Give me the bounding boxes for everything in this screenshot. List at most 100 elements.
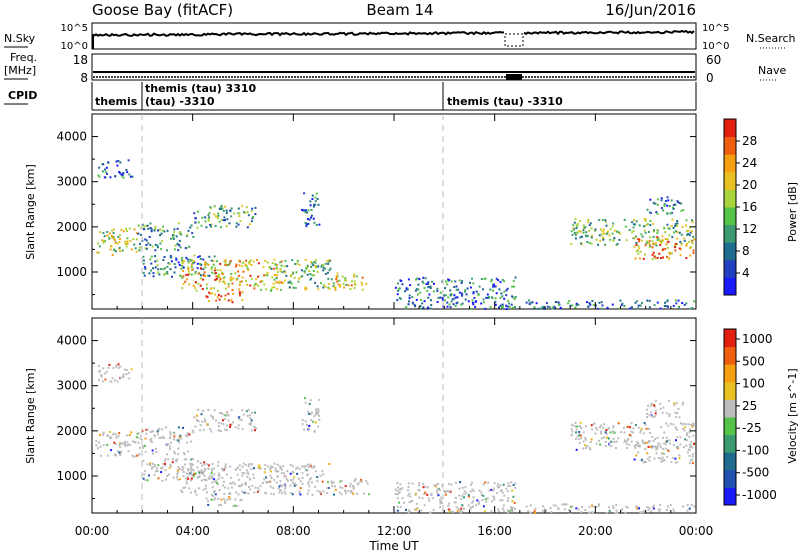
data-cell [188, 487, 191, 490]
data-cell [652, 504, 655, 507]
data-cell [499, 304, 502, 307]
data-cell [494, 285, 497, 288]
freq-frame [91, 53, 697, 81]
data-cell [674, 299, 677, 302]
data-cell [251, 207, 254, 210]
data-cell [634, 301, 637, 304]
data-cell [316, 476, 319, 479]
data-cell [613, 512, 616, 515]
data-cell [472, 490, 475, 492]
data-cell [612, 437, 615, 440]
data-cell [304, 286, 307, 289]
data-cell [232, 292, 235, 295]
data-cell [208, 255, 211, 258]
data-cell [209, 206, 212, 209]
data-cell [668, 234, 671, 237]
data-cell [213, 269, 216, 272]
x-tick-label: 12:00 [377, 524, 412, 538]
data-cell [142, 459, 145, 462]
data-cell [289, 472, 292, 475]
data-cell [511, 295, 514, 298]
data-cell [347, 490, 350, 492]
data-cell [221, 207, 224, 210]
data-cell [228, 263, 231, 266]
data-cell [217, 293, 220, 296]
data-cell [274, 263, 277, 266]
data-cell [295, 467, 298, 470]
data-cell [264, 491, 267, 494]
data-cell [125, 227, 127, 230]
data-cell [578, 220, 581, 223]
data-cell [594, 304, 597, 307]
data-cell [205, 479, 208, 482]
data-cell [149, 431, 152, 433]
data-cell [207, 476, 210, 479]
data-cell [588, 224, 591, 227]
data-cell [126, 240, 129, 243]
data-cell [244, 211, 247, 214]
data-cell [607, 230, 609, 233]
data-cell [512, 296, 515, 299]
data-cell [671, 218, 674, 221]
data-cell [571, 304, 574, 307]
data-cell [180, 233, 183, 236]
data-cell [648, 427, 650, 430]
data-cell [230, 476, 233, 479]
data-cell [187, 266, 190, 269]
data-cell [220, 498, 223, 501]
data-cell [248, 223, 251, 226]
data-cell [276, 475, 279, 478]
data-cell [269, 468, 271, 471]
data-cell [400, 280, 403, 282]
data-cell [116, 380, 119, 383]
data-cell [306, 474, 309, 477]
data-cell [214, 497, 216, 500]
data-cell [595, 238, 598, 241]
data-cell [660, 197, 663, 200]
data-cell [459, 512, 462, 514]
data-cell [115, 365, 118, 368]
data-cell [590, 438, 593, 441]
data-cell [418, 484, 420, 487]
data-cell [656, 231, 659, 234]
data-cell [102, 367, 105, 370]
data-cell [184, 280, 187, 283]
data-cell [284, 485, 287, 488]
data-cell [503, 494, 506, 497]
data-cell [612, 222, 615, 225]
data-cell [268, 266, 271, 269]
data-cell [426, 289, 429, 292]
data-cell [572, 424, 575, 427]
data-cell [275, 266, 278, 269]
data-cell [252, 216, 254, 218]
data-cell [678, 416, 681, 419]
data-cell [153, 474, 156, 477]
data-cell [136, 432, 139, 435]
data-cell [301, 482, 304, 485]
data-cell [452, 303, 455, 306]
data-cell [213, 213, 216, 216]
data-cell [296, 472, 299, 475]
data-cell [113, 441, 116, 444]
data-cell [598, 234, 601, 237]
data-cell [418, 496, 421, 499]
data-cell [209, 287, 212, 290]
data-cell [213, 498, 216, 501]
data-cell [649, 236, 651, 239]
data-cell [648, 506, 651, 509]
data-cell [472, 303, 475, 306]
data-cell [234, 498, 237, 501]
data-cell [509, 506, 512, 509]
data-cell [312, 205, 315, 208]
data-cell [248, 422, 251, 425]
data-cell [230, 482, 233, 485]
data-cell [126, 171, 129, 174]
data-cell [396, 493, 399, 496]
data-cell [457, 507, 460, 510]
y-tick-label: 1000 [56, 469, 87, 483]
data-cell [310, 477, 312, 480]
data-cell [594, 432, 597, 435]
data-cell [249, 274, 252, 277]
data-cell [441, 484, 444, 487]
data-cell [443, 294, 446, 297]
